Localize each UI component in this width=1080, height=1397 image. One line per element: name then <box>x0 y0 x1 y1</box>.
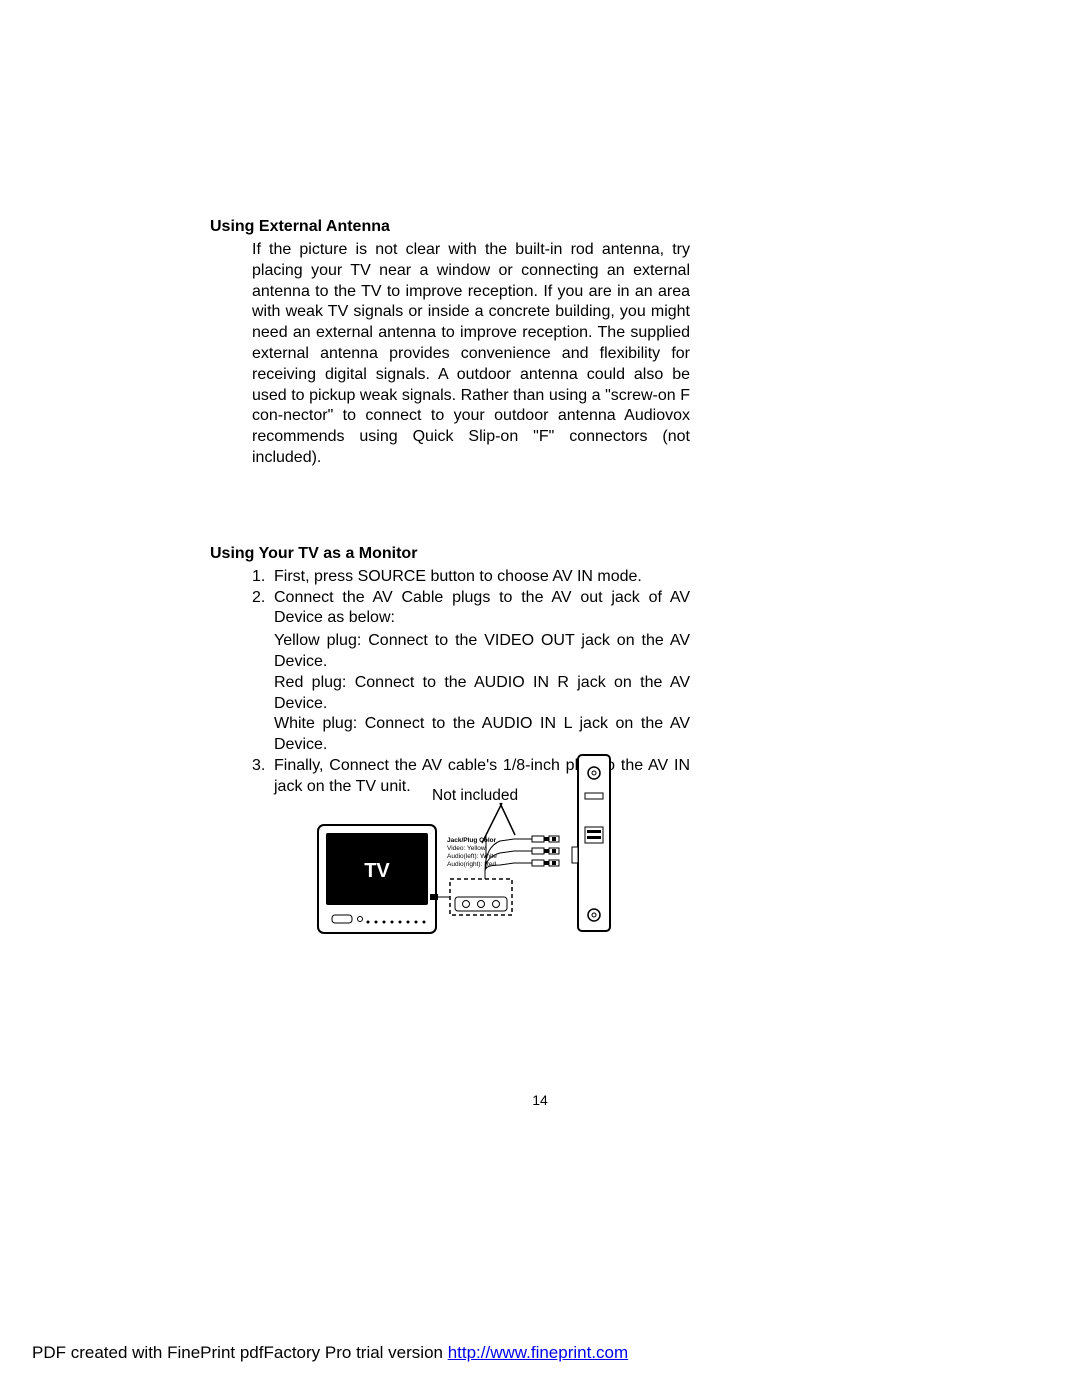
list-text: First, press SOURCE button to choose AV … <box>274 567 690 588</box>
section2-heading: Using Your TV as a Monitor <box>210 545 690 563</box>
list-num: 1. <box>252 567 274 588</box>
list-item-1: 1. First, press SOURCE button to choose … <box>252 567 690 588</box>
svg-text:Video: Yellow: Video: Yellow <box>447 845 486 852</box>
not-included-label: Not included <box>432 787 518 805</box>
list-num: 2. <box>252 588 274 756</box>
svg-text:Jack/Plug Color: Jack/Plug Color <box>447 837 497 844</box>
section1-body: If the picture is not clear with the bui… <box>252 240 690 469</box>
list-item-2: 2. Connect the AV Cable plugs to the AV … <box>252 588 690 756</box>
pdf-footer: PDF created with FinePrint pdfFactory Pr… <box>32 1343 628 1363</box>
diagram-svg: TV Jack/Plug Color Video: Yellow Audio(l… <box>310 747 630 957</box>
page-number: 14 <box>0 1092 1080 1108</box>
connection-diagram: Not included TV Jack/Plug Color Video: Y… <box>310 747 630 957</box>
footer-prefix: PDF created with FinePrint pdfFactory Pr… <box>32 1343 448 1362</box>
sub-line: Yellow plug: Connect to the VIDEO OUT ja… <box>274 631 690 673</box>
list-num: 3. <box>252 756 274 798</box>
sub-line: Red plug: Connect to the AUDIO IN R jack… <box>274 673 690 715</box>
svg-text:Audio(right): Red: Audio(right): Red <box>447 861 497 868</box>
tv-label: TV <box>364 860 390 882</box>
list-text: Connect the AV Cable plugs to the AV out… <box>274 588 690 630</box>
section1-heading: Using External Antenna <box>210 218 690 236</box>
footer-link[interactable]: http://www.fineprint.com <box>448 1343 628 1362</box>
